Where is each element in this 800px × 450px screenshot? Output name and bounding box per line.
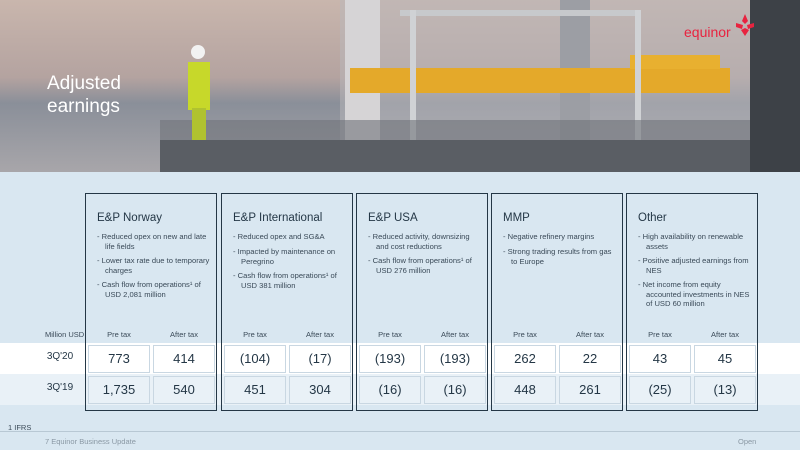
footnote: 1 IFRS (8, 423, 32, 432)
column-header: After tax (170, 330, 198, 339)
value-cell (629, 345, 691, 373)
logo-mark (736, 14, 754, 36)
column-header: Pre tax (513, 330, 537, 339)
footer-classification: Open (738, 437, 757, 446)
segment-panel (85, 193, 217, 411)
bullet: - Cash flow from operations¹ of USD 276 … (368, 256, 472, 275)
value-cell (694, 376, 756, 404)
value: (16) (378, 382, 402, 397)
segment-panel (491, 193, 623, 411)
value: (193) (374, 351, 406, 366)
value: 22 (582, 351, 598, 366)
column-header: Pre tax (107, 330, 131, 339)
bullet: - Impacted by maintenance on Peregrino (233, 247, 336, 266)
segment-name: E&P International (233, 212, 323, 224)
value: 304 (309, 382, 331, 397)
bullet: - Negative refinery margins (503, 232, 595, 241)
value: (13) (713, 382, 737, 397)
segment-name: Other (638, 212, 667, 224)
bullet: - Net income from equity accounted inves… (638, 280, 750, 308)
column-header: After tax (576, 330, 604, 339)
column-header: After tax (306, 330, 334, 339)
value-cell (424, 376, 486, 404)
segment-panel (221, 193, 353, 411)
value: 1,735 (102, 382, 136, 397)
bullet: - High availability on renewable assets (638, 232, 744, 251)
value: 262 (514, 351, 536, 366)
value-cell (694, 345, 756, 373)
value-cell (424, 345, 486, 373)
value: 540 (173, 382, 195, 397)
value-cell (88, 376, 150, 404)
value-cell (224, 376, 286, 404)
slide-title: Adjusted earnings (47, 73, 121, 117)
segment-name: E&P USA (368, 212, 418, 224)
value: 45 (717, 351, 733, 366)
bullet: - Strong trading results from gas to Eur… (503, 247, 612, 266)
value: 773 (108, 351, 130, 366)
column-header: After tax (711, 330, 739, 339)
value: (17) (308, 351, 332, 366)
value: (104) (239, 351, 271, 366)
value-cell (88, 345, 150, 373)
value-cell (359, 345, 421, 373)
row-label: 3Q'20 (46, 351, 74, 362)
value: 448 (514, 382, 536, 397)
value: (193) (439, 351, 471, 366)
segment-name: MMP (503, 212, 530, 224)
value-cell (153, 345, 215, 373)
unit-label: Million USD (45, 330, 85, 339)
value-cell (629, 376, 691, 404)
value-cell (494, 345, 556, 373)
value-cell (559, 345, 621, 373)
row-label: 3Q'19 (46, 382, 74, 393)
footer-page: 7 Equinor Business Update (45, 437, 136, 446)
bullet: - Positive adjusted earnings from NES (638, 256, 749, 275)
bullet: - Reduced opex on new and late life fiel… (97, 232, 207, 251)
value: 43 (652, 351, 668, 366)
bullet: - Lower tax rate due to temporary charge… (97, 256, 210, 275)
value-cell (559, 376, 621, 404)
value-cell (359, 376, 421, 404)
divider (0, 431, 800, 432)
column-header: Pre tax (378, 330, 402, 339)
value: 261 (579, 382, 601, 397)
bullet: - Reduced activity, downsizing and cost … (368, 232, 470, 251)
logo: equinor (684, 24, 731, 40)
bullet: - Reduced opex and SG&A (233, 232, 325, 241)
value-cell (289, 376, 351, 404)
column-header: Pre tax (243, 330, 267, 339)
header-photo (0, 0, 800, 172)
value: 451 (244, 382, 266, 397)
column-header: After tax (441, 330, 469, 339)
bullet: - Cash flow from operations¹ of USD 381 … (233, 271, 337, 290)
value: (16) (443, 382, 467, 397)
value: (25) (648, 382, 672, 397)
value-cell (494, 376, 556, 404)
value: 414 (173, 351, 195, 366)
value-cell (224, 345, 286, 373)
value-cell (289, 345, 351, 373)
bullet: - Cash flow from operations¹ of USD 2,08… (97, 280, 201, 299)
value-cell (153, 376, 215, 404)
segment-name: E&P Norway (97, 212, 162, 224)
column-header: Pre tax (648, 330, 672, 339)
segment-panel (626, 193, 758, 411)
segment-panel (356, 193, 488, 411)
